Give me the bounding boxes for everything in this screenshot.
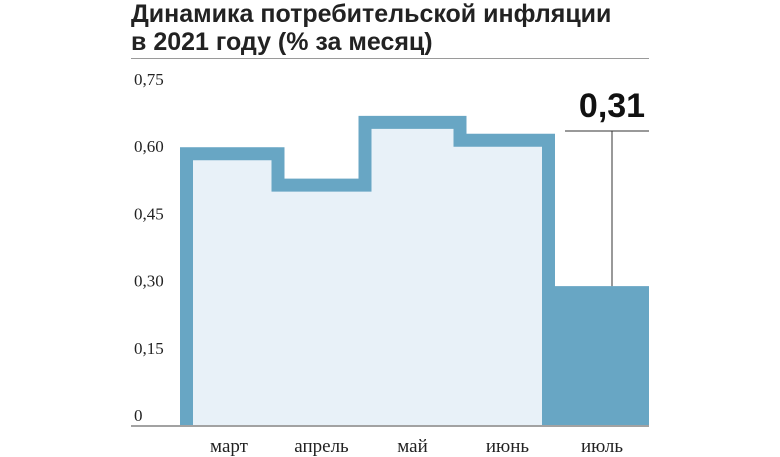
bars-layer	[180, 115, 649, 426]
chart-title-line-1: Динамика потребительской инфляции	[131, 0, 612, 28]
bar-май	[365, 115, 460, 425]
callout-value-label: 0,31	[579, 87, 645, 125]
y-axis: 0 0,15 0,30 0,45 0,60 0,75	[131, 70, 649, 427]
x-tick-label: июнь	[486, 436, 530, 457]
x-tick-label: апрель	[294, 436, 349, 457]
callout: 0,31	[565, 87, 649, 287]
x-tick-label: март	[210, 436, 249, 457]
y-tick-label: 0,15	[134, 339, 164, 358]
x-tick-label: май	[397, 436, 428, 457]
chart-title-line-2: в 2021 году (% за месяц)	[131, 28, 433, 56]
y-tick-label: 0,75	[134, 70, 164, 89]
bar-июнь	[460, 133, 555, 426]
bars-outline	[180, 115, 555, 425]
y-tick-label: 0,60	[134, 137, 164, 156]
bar-март	[180, 147, 278, 426]
chart-title: Динамика потребительской инфляции в 2021…	[131, 0, 611, 56]
y-tick-label: 0	[134, 406, 143, 425]
bar-апрель	[278, 178, 365, 425]
bar-июль	[555, 286, 649, 425]
x-axis-labels: март апрель май июнь июль	[210, 436, 623, 457]
x-tick-label: июль	[581, 436, 623, 457]
y-tick-label: 0,45	[134, 204, 164, 223]
y-tick-label: 0,30	[134, 272, 164, 291]
title-divider	[131, 58, 649, 59]
